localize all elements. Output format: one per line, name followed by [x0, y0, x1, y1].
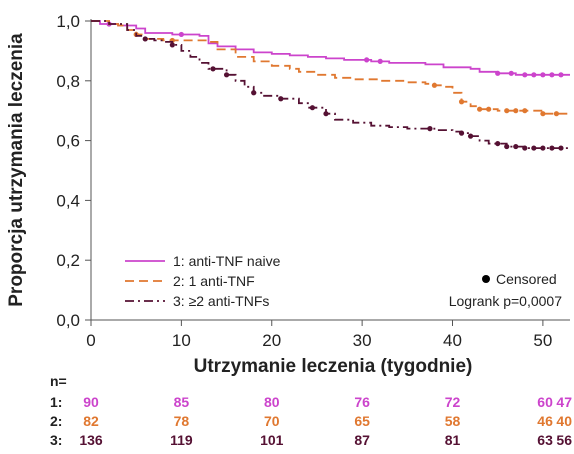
- risk-value: 47: [556, 394, 572, 410]
- censored-point-3: [210, 66, 216, 72]
- risk-value: 46: [537, 413, 553, 429]
- risk-value: 40: [556, 413, 572, 429]
- y-tick-label: 0,0: [56, 311, 80, 330]
- censored-point-3: [251, 90, 257, 96]
- x-tick-label: 20: [262, 331, 281, 350]
- censored-point-2: [540, 111, 546, 117]
- legend: 1: anti-TNF naive 2: 1 anti-TNF 3: ≥2 anti…: [125, 253, 281, 309]
- risk-table: n= 1: 90 85 80 76 72 60 47 2: 82 78 70 65 58 46 40 3: 136…: [50, 373, 572, 448]
- censored-point-1: [522, 72, 528, 78]
- censored-point-3: [531, 145, 537, 151]
- risk-value: 70: [264, 413, 280, 429]
- y-axis-label: Proporcja utrzymania leczenia: [6, 33, 27, 307]
- risk-table-header: n=: [50, 373, 67, 389]
- censored-point-3: [458, 130, 465, 136]
- censored-point-1: [364, 57, 370, 63]
- censored-point-1: [495, 70, 501, 76]
- risk-value: 119: [170, 432, 193, 448]
- censored-point-2: [486, 106, 492, 112]
- censored-label: Censored: [496, 271, 557, 287]
- censored-point-3: [504, 143, 510, 150]
- censored-point-3: [495, 140, 501, 147]
- legend-label-3: 3: ≥2 anti-TNFs: [173, 293, 269, 309]
- legend-label-1: 1: anti-TNF naive: [173, 253, 281, 269]
- censored-point-2: [431, 82, 438, 88]
- series-line-2: [91, 20, 570, 115]
- risk-row-label-2: 2:: [50, 413, 62, 429]
- censored-point-2: [504, 108, 510, 114]
- censored-point-1: [531, 72, 537, 78]
- series-line-1: [91, 20, 570, 76]
- x-ticks: 0 10 20 30 40 50: [86, 320, 552, 350]
- risk-value: 81: [445, 432, 461, 448]
- risk-row-label-1: 1:: [50, 394, 62, 410]
- censored-point-3: [427, 126, 433, 132]
- risk-value: 90: [83, 394, 99, 410]
- censored-marker-legend: [482, 275, 490, 283]
- censored-point-3: [513, 143, 519, 150]
- x-tick-label: 40: [443, 331, 462, 350]
- censored-point-3: [558, 145, 564, 151]
- censored-point-2: [553, 111, 560, 117]
- y-ticks: 0,0 0,2 0,4 0,6 0,8 1,0: [56, 12, 91, 330]
- y-tick-label: 1,0: [56, 12, 80, 31]
- censored-point-2: [477, 106, 483, 112]
- risk-value: 60: [537, 394, 553, 410]
- risk-value: 87: [354, 432, 370, 448]
- series-group: [91, 20, 570, 151]
- risk-value: 82: [83, 413, 99, 429]
- censored-point-3: [278, 96, 284, 102]
- risk-value: 80: [264, 394, 280, 410]
- censored-point-1: [549, 72, 555, 78]
- censored-point-3: [540, 145, 546, 151]
- risk-value: 76: [354, 394, 370, 410]
- censored-point-3: [142, 36, 148, 42]
- censored-point-1: [508, 70, 514, 76]
- censored-point-3: [522, 145, 528, 151]
- censored-point-3: [223, 72, 230, 78]
- axes: [90, 19, 570, 321]
- x-tick-label: 30: [353, 331, 372, 350]
- risk-value: 63: [537, 432, 553, 448]
- risk-value: 56: [556, 432, 572, 448]
- risk-value: 85: [174, 394, 190, 410]
- y-tick-label: 0,4: [56, 191, 80, 210]
- y-tick-label: 0,2: [56, 251, 80, 270]
- y-tick-label: 0,8: [56, 72, 80, 91]
- censored-point-1: [178, 31, 184, 38]
- censored-point-3: [169, 42, 175, 48]
- censored-point-3: [309, 105, 316, 111]
- risk-row-label-3: 3:: [50, 432, 62, 448]
- censored-point-3: [323, 111, 329, 117]
- risk-value: 58: [445, 413, 461, 429]
- censored-point-2: [458, 99, 465, 105]
- censored-point-3: [467, 133, 474, 139]
- censored-point-2: [513, 108, 519, 114]
- censored-point-1: [540, 72, 546, 78]
- risk-value: 136: [79, 432, 103, 448]
- censored-point-1: [377, 58, 383, 64]
- legend-label-2: 2: 1 anti-TNF: [173, 273, 255, 289]
- y-tick-label: 0,6: [56, 132, 80, 151]
- censored-point-3: [549, 145, 555, 151]
- risk-value: 72: [445, 394, 461, 410]
- x-tick-label: 10: [172, 331, 191, 350]
- logrank-text: Logrank p=0,0007: [449, 293, 562, 309]
- x-tick-label: 0: [86, 331, 95, 350]
- risk-value: 101: [260, 432, 284, 448]
- risk-value: 65: [354, 413, 370, 429]
- x-tick-label: 50: [533, 331, 552, 350]
- censored-point-1: [558, 72, 564, 78]
- x-axis-label: Utrzymanie leczenia (tygodnie): [194, 356, 473, 377]
- censored-point-2: [522, 108, 528, 114]
- risk-value: 78: [174, 413, 190, 429]
